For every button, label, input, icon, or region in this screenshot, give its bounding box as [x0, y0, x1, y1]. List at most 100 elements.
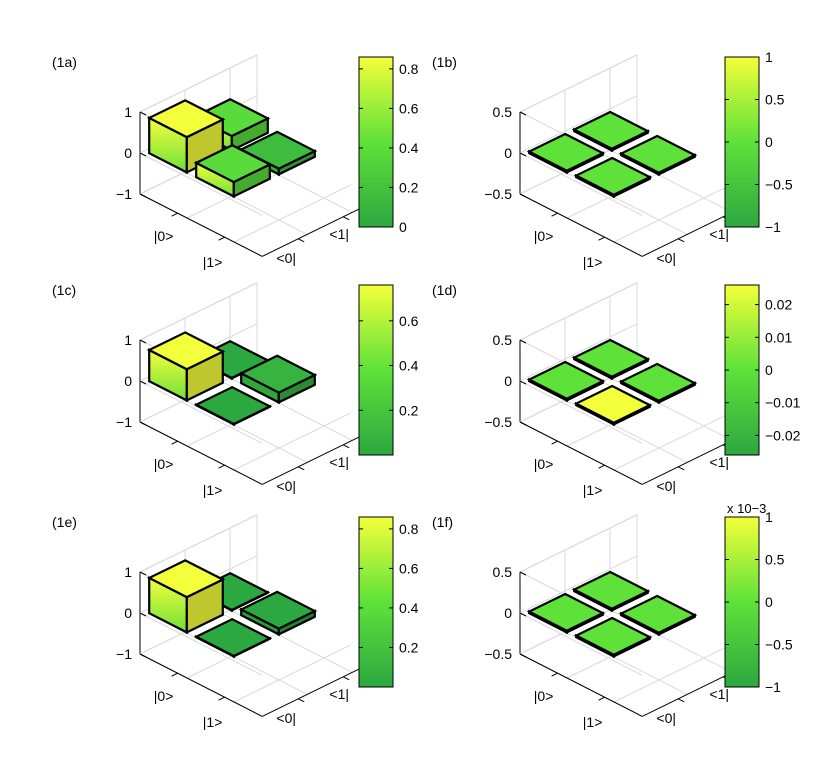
row-axis	[139, 653, 263, 717]
bar-top	[618, 134, 698, 174]
bar-1-1	[618, 134, 698, 177]
z-tick-label: −1	[116, 414, 132, 430]
bar-0-0	[526, 360, 606, 403]
grid-line	[139, 54, 258, 113]
row-tick-label: |1>	[203, 714, 223, 730]
z-tick-label: 0.5	[493, 104, 513, 120]
bar-top	[526, 592, 606, 632]
colorbar-tick-label: 0.6	[399, 560, 419, 576]
col-tick-label: <1|	[709, 454, 729, 470]
colorbar-exponent: x 10−3	[727, 501, 766, 516]
bar-top	[526, 360, 606, 400]
bar-top	[573, 156, 653, 196]
bar-1-0	[573, 616, 653, 659]
bar-1-1	[618, 362, 698, 405]
bar-top	[618, 594, 698, 634]
panel-label: (1f)	[432, 514, 453, 530]
col-tick	[677, 238, 685, 243]
row-tick-label: |1>	[583, 254, 603, 270]
bar-top	[238, 354, 318, 394]
colorbar: 1 0.5 0 −0.5 −1	[724, 49, 793, 235]
col-tick-label: <0|	[656, 478, 676, 494]
grid-line	[519, 282, 638, 341]
grid-line	[519, 95, 638, 154]
bar-top	[146, 331, 226, 371]
panel-label: (1b)	[432, 54, 457, 70]
col-tick	[297, 466, 305, 471]
grid-line	[519, 380, 643, 444]
colorbar-tick-label: 0.5	[765, 552, 785, 568]
z-tick-label: −0.5	[484, 186, 512, 202]
z-tick-label: −0.5	[484, 646, 512, 662]
z-tick-label: 0.5	[493, 564, 513, 580]
colorbar-tick-label: 0.8	[399, 61, 419, 77]
bar-0-0	[526, 132, 606, 175]
row-tick-label: |0>	[154, 228, 174, 244]
colorbar-tick-label: 0	[765, 362, 773, 378]
bar-0-1	[571, 110, 651, 153]
panel-label: (1c)	[52, 282, 76, 298]
row-tick-label: |0>	[154, 688, 174, 704]
row-tick-label: |0>	[154, 456, 174, 472]
bar-top	[571, 338, 651, 378]
colorbar: 0.6 0.4 0.2	[358, 284, 419, 456]
row-tick	[218, 236, 225, 241]
colorbar-tick-label: 0	[765, 134, 773, 150]
panel-label: (1e)	[52, 514, 77, 530]
colorbar-tick-label: 0.4	[399, 600, 419, 616]
row-tick	[171, 672, 178, 677]
col-tick	[297, 238, 305, 243]
bar-0-1	[571, 570, 651, 613]
z-tick-label: 0	[504, 145, 512, 161]
z-tick-label: −0.5	[484, 414, 512, 430]
bar-top	[146, 559, 226, 599]
grid-line	[139, 152, 263, 216]
bar-1-0	[193, 617, 273, 659]
bar-top	[193, 617, 273, 658]
bar-0-0	[146, 559, 226, 635]
z-tick	[139, 193, 147, 198]
col-tick	[342, 444, 350, 449]
z-tick	[519, 571, 527, 576]
bar-top	[618, 362, 698, 402]
panel-1e: (1e) 1 0 −1 |0> |1> <0| <1|	[52, 514, 380, 730]
colorbar-gradient	[724, 284, 760, 456]
bar-top	[193, 144, 273, 184]
z-tick-label: 0	[124, 145, 132, 161]
col-tick-label: <0|	[276, 250, 296, 266]
bar-top	[571, 570, 651, 610]
z-tick	[139, 380, 147, 385]
grid-line	[519, 152, 643, 216]
z-tick	[139, 612, 147, 617]
grid-line	[613, 184, 732, 243]
bar-0-0	[146, 99, 226, 175]
z-tick	[519, 193, 527, 198]
col-tick	[677, 466, 685, 471]
colorbar-gradient	[358, 284, 394, 456]
colorbar-tick-label: 0.2	[399, 179, 419, 195]
row-axis	[519, 653, 643, 717]
z-tick-label: −1	[116, 186, 132, 202]
bar-top	[526, 132, 606, 172]
colorbar: 0.8 0.6 0.4 0.2 0	[358, 56, 419, 235]
colorbar: 0.8 0.6 0.4 0.2	[358, 516, 419, 688]
z-tick-label: 1	[124, 564, 132, 580]
bar-top	[573, 384, 653, 424]
z-tick-label: 1	[124, 332, 132, 348]
z-tick	[519, 653, 527, 658]
panel-label: (1a)	[52, 54, 77, 70]
bar-0-1	[571, 338, 651, 381]
colorbar-tick-label: 1	[765, 49, 773, 65]
colorbar-gradient	[724, 56, 760, 228]
colorbar-tick-label: 1	[765, 509, 773, 525]
grid-line	[519, 555, 638, 614]
z-tick	[519, 612, 527, 617]
z-tick	[519, 421, 527, 426]
col-tick-label: <0|	[656, 710, 676, 726]
bar-1-0	[193, 144, 273, 199]
row-axis	[519, 193, 643, 257]
grid-line	[233, 184, 352, 243]
colorbar: 0.02 0.01 0 −0.01 −0.02	[724, 284, 801, 456]
bar-0-0	[526, 592, 606, 635]
